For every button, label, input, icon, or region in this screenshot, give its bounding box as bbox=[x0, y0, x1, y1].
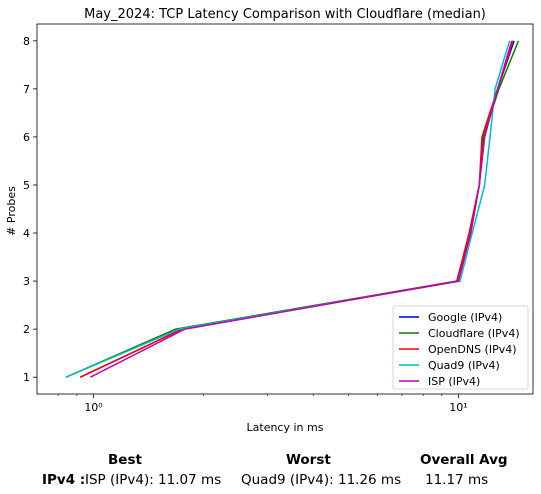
x-tick-label: 10¹ bbox=[449, 401, 467, 414]
legend-label: OpenDNS (IPv4) bbox=[428, 343, 517, 356]
x-axis-label: Latency in ms bbox=[247, 421, 324, 434]
legend-label: Google (IPv4) bbox=[428, 311, 502, 324]
y-tick-label: 7 bbox=[23, 83, 30, 96]
plot-frame bbox=[36, 23, 534, 395]
series-line bbox=[89, 40, 513, 378]
y-tick-label: 4 bbox=[23, 227, 30, 240]
ipv4-row-label: IPv4 : bbox=[42, 472, 86, 488]
y-tick-label: 1 bbox=[23, 371, 30, 384]
overall-avg-header: Overall Avg bbox=[420, 452, 508, 468]
legend-box bbox=[392, 305, 529, 390]
legend-label: ISP (IPv4) bbox=[428, 375, 480, 388]
best-header: Best bbox=[108, 452, 142, 468]
y-axis-label: # Probes bbox=[5, 186, 18, 236]
latency-chart: May_2024: TCP Latency Comparison with Cl… bbox=[5, 7, 534, 434]
overall-avg-value: 11.17 ms bbox=[425, 472, 489, 488]
y-tick-label: 8 bbox=[23, 35, 30, 48]
y-tick-label: 2 bbox=[23, 323, 30, 336]
y-tick-label: 6 bbox=[23, 131, 30, 144]
worst-header: Worst bbox=[286, 452, 331, 468]
y-tick-label: 3 bbox=[23, 275, 30, 288]
legend-label: Quad9 (IPv4) bbox=[428, 359, 500, 372]
chart-title: May_2024: TCP Latency Comparison with Cl… bbox=[84, 7, 486, 22]
worst-value: Quad9 (IPv4): 11.26 ms bbox=[241, 472, 402, 488]
x-tick-label: 10⁰ bbox=[84, 401, 103, 414]
y-tick-label: 5 bbox=[23, 179, 30, 192]
legend-label: Cloudflare (IPv4) bbox=[428, 327, 520, 340]
best-value: ISP (IPv4): 11.07 ms bbox=[85, 472, 222, 488]
